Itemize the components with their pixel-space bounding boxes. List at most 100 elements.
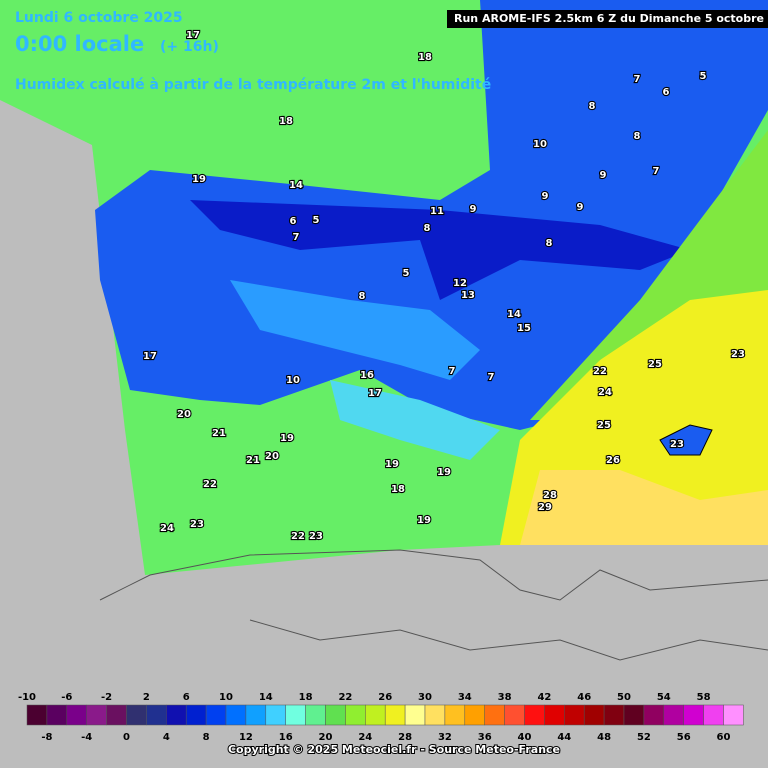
contour-label: 14	[289, 180, 303, 191]
contour-label: 10	[533, 139, 547, 150]
legend-tick-label: 38	[498, 692, 512, 703]
contour-label: 21	[246, 455, 260, 466]
legend-swatch	[623, 704, 645, 726]
legend-swatch	[703, 704, 724, 726]
legend-tick-label: 16	[279, 732, 293, 743]
contour-label: 23	[670, 439, 684, 450]
legend-swatch	[683, 704, 704, 726]
contour-label: 18	[391, 484, 405, 495]
legend-swatch	[205, 704, 227, 726]
island	[659, 424, 713, 456]
legend-tick-label: 54	[657, 692, 671, 703]
legend-tick-label: 12	[239, 732, 253, 743]
legend-tick-label: 50	[617, 692, 631, 703]
legend-tick-label: 58	[697, 692, 711, 703]
legend-tick-label: 34	[458, 692, 472, 703]
contour-label: 5	[700, 71, 707, 82]
contour-label: 7	[488, 372, 495, 383]
legend-tick-label: 4	[163, 732, 170, 743]
mild-zone	[330, 380, 500, 460]
legend-tick-label: 28	[398, 732, 412, 743]
contour-label: 17	[143, 351, 157, 362]
legend-swatch	[464, 704, 485, 726]
legend-swatch	[564, 704, 585, 726]
contour-label: 9	[470, 204, 477, 215]
contour-label: 20	[177, 409, 191, 420]
contour-label: 23	[731, 349, 745, 360]
contour-label: 5	[313, 215, 320, 226]
legend-swatch	[365, 704, 386, 726]
legend-swatch	[504, 704, 525, 726]
contour-label: 28	[543, 490, 557, 501]
legend-swatch	[603, 704, 625, 726]
legend-swatch	[723, 704, 744, 726]
legend-swatch	[345, 704, 366, 726]
run-info: Run AROME-IFS 2.5km 6 Z du Dimanche 5 oc…	[454, 12, 768, 25]
legend-tick-label: 48	[597, 732, 611, 743]
contour-label: 24	[160, 523, 174, 534]
legend-swatch	[245, 704, 267, 726]
contour-label: 22	[593, 366, 607, 377]
cool-zone	[230, 280, 480, 380]
contour-label: 8	[546, 238, 553, 249]
legend-swatch	[583, 704, 605, 726]
border	[249, 619, 768, 661]
contour-label: 8	[359, 291, 366, 302]
legend-swatch	[126, 704, 147, 726]
contour-label: 25	[648, 359, 662, 370]
date: Lundi 6 octobre 2025	[15, 10, 183, 26]
contour-label: 6	[663, 87, 670, 98]
contour-label: 20	[265, 451, 279, 462]
legend-tick-label: 0	[123, 732, 130, 743]
legend-tick-label: 56	[677, 732, 691, 743]
contour-label: 17	[368, 388, 382, 399]
legend-swatch	[663, 704, 684, 726]
legend-tick-label: 24	[358, 732, 372, 743]
description: Humidex calculé à partir de la températu…	[15, 77, 491, 93]
contour-label: 18	[418, 52, 432, 63]
legend-tick-label: 14	[259, 692, 273, 703]
contour-label: 26	[606, 455, 620, 466]
legend-tick-label: 8	[203, 732, 210, 743]
legend-swatch	[384, 704, 406, 726]
legend-swatch	[166, 704, 187, 726]
legend-swatch	[46, 704, 68, 726]
contour-label: 9	[542, 191, 549, 202]
contour-label: 22	[291, 531, 305, 542]
contour-label: 22	[203, 479, 217, 490]
legend-tick-label: 2	[143, 692, 150, 703]
legend-tick-label: 20	[319, 732, 333, 743]
legend-swatch	[524, 704, 545, 726]
contour-label: 15	[517, 323, 531, 334]
contour-label: 7	[634, 74, 641, 85]
legend-swatch	[285, 704, 306, 726]
contour-label: 10	[286, 375, 300, 386]
legend-swatch	[26, 704, 48, 726]
legend-swatch	[265, 704, 286, 726]
contour-label: 25	[597, 420, 611, 431]
legend-swatch	[185, 704, 207, 726]
contour-label: 17	[186, 30, 200, 41]
legend-tick-label: -2	[101, 692, 112, 703]
legend-swatch	[66, 704, 87, 726]
legend-swatch	[146, 704, 167, 726]
contour-label: 23	[309, 531, 323, 542]
legend-swatch	[404, 704, 426, 726]
contour-label: 24	[598, 387, 612, 398]
legend-tick-label: 30	[418, 692, 432, 703]
legend-tick-label: 40	[518, 732, 532, 743]
contour-label: 13	[461, 290, 475, 301]
contour-label: 5	[403, 268, 410, 279]
legend-tick-label: -4	[81, 732, 92, 743]
legend-swatch	[444, 704, 466, 726]
east-land	[530, 130, 768, 420]
legend-tick-label: 36	[478, 732, 492, 743]
legend-swatch	[86, 704, 107, 726]
contour-label: 8	[634, 131, 641, 142]
time: 0:00 locale	[15, 32, 144, 56]
contour-label: 23	[190, 519, 204, 530]
contour-label: 21	[212, 428, 226, 439]
legend-tick-label: 10	[219, 692, 233, 703]
contour-label: 19	[417, 515, 431, 526]
